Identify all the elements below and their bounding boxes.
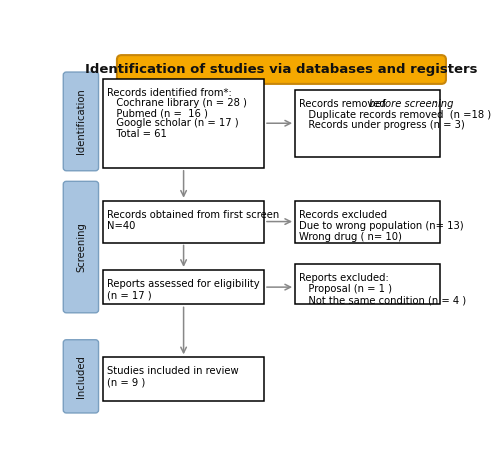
Text: (n = 17 ): (n = 17 ) [107,290,152,300]
Text: Records identified from*:: Records identified from*: [107,88,232,98]
Text: Identification of studies via databases and registers: Identification of studies via databases … [85,63,477,76]
Text: Records under progress (n = 3): Records under progress (n = 3) [299,121,464,131]
Text: Records removed: Records removed [299,99,389,109]
Text: Not the same condition (n = 4 ): Not the same condition (n = 4 ) [299,295,466,305]
Text: before screening: before screening [368,99,453,109]
Text: Records excluded: Records excluded [299,210,387,220]
Text: Google scholar (n = 17 ): Google scholar (n = 17 ) [107,118,238,128]
Text: Identification: Identification [76,88,86,154]
Text: Studies included in review: Studies included in review [107,367,238,377]
Text: (n = 9 ): (n = 9 ) [107,378,146,388]
FancyBboxPatch shape [103,79,264,168]
Text: Reports assessed for eligibility: Reports assessed for eligibility [107,279,260,289]
Text: Total = 61: Total = 61 [107,129,167,139]
Text: :: : [434,99,438,109]
Text: Included: Included [76,355,86,398]
FancyBboxPatch shape [64,72,98,171]
Text: Proposal (n = 1 ): Proposal (n = 1 ) [299,284,392,294]
Text: Screening: Screening [76,222,86,272]
FancyBboxPatch shape [103,270,264,305]
FancyBboxPatch shape [117,55,446,84]
FancyBboxPatch shape [295,201,440,243]
FancyBboxPatch shape [103,201,264,243]
Text: Records obtained from first screen: Records obtained from first screen [107,210,280,220]
Text: N=40: N=40 [107,221,136,231]
FancyBboxPatch shape [64,340,98,413]
Text: Due to wrong population (n= 13): Due to wrong population (n= 13) [299,221,464,231]
FancyBboxPatch shape [295,89,440,157]
Text: Cochrane library (n = 28 ): Cochrane library (n = 28 ) [107,98,247,108]
FancyBboxPatch shape [295,264,440,305]
Text: Reports excluded:: Reports excluded: [299,273,388,283]
FancyBboxPatch shape [64,181,98,313]
Text: Pubmed (n =  16 ): Pubmed (n = 16 ) [107,108,208,118]
Text: Duplicate records removed  (n =18 ): Duplicate records removed (n =18 ) [299,110,491,120]
Text: Wrong drug ( n= 10): Wrong drug ( n= 10) [299,232,402,242]
FancyBboxPatch shape [103,357,264,401]
